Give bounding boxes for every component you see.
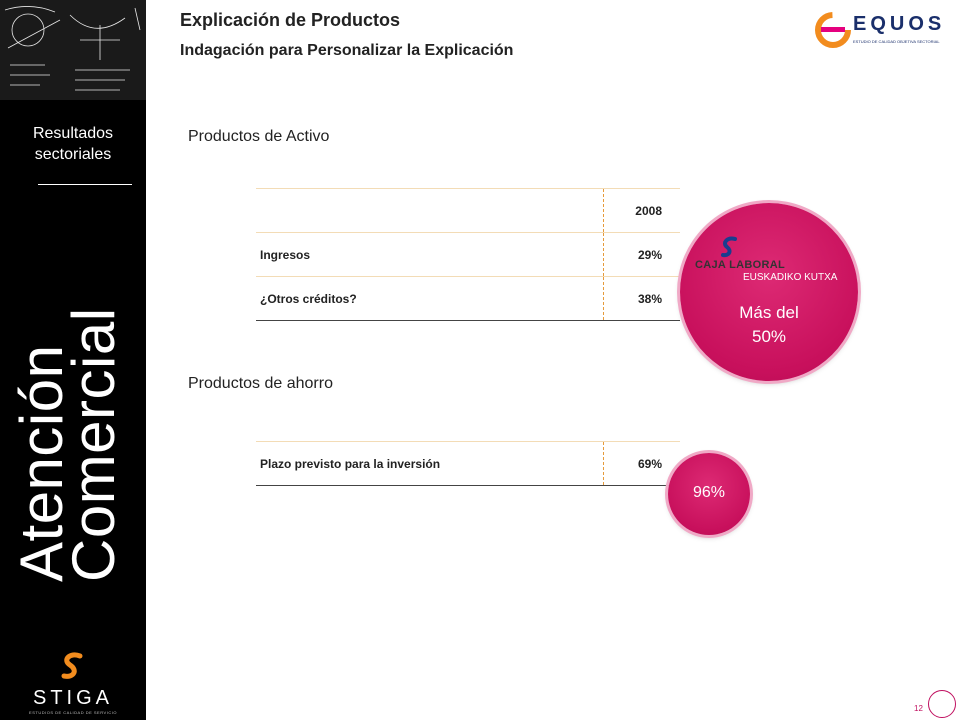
- bank-subname: EUSKADIKO KUTXA: [743, 272, 838, 283]
- activo-heading: Productos de Activo: [188, 128, 330, 145]
- table-row: ¿Otros créditos? 38%: [256, 276, 680, 321]
- caja-laboral-logo: CAJA LABORAL EUSKADIKO KUTXA: [695, 235, 847, 291]
- equos-logo: EQUOS ESTUDIO DE CALIDAD OBJETIVA SECTOR…: [815, 10, 953, 50]
- row-label: ¿Otros créditos?: [256, 276, 604, 321]
- section-label: Resultados sectoriales: [0, 123, 146, 165]
- row-label: Plazo previsto para la inversión: [256, 441, 604, 486]
- sidebar: Resultados sectoriales Atención Comercia…: [0, 0, 146, 720]
- page-title: Explicación de Productos: [180, 10, 401, 30]
- row-value: 38%: [603, 276, 680, 321]
- vertical-title-line2: Comercial: [60, 307, 127, 582]
- highlight-small-value: 96%: [692, 484, 726, 501]
- highlight-big-text: Más del 50%: [680, 301, 858, 349]
- section-divider: [38, 184, 132, 185]
- page-number: 12: [914, 704, 923, 713]
- table-row: Plazo previsto para la inversión 69%: [256, 441, 680, 486]
- stiga-mark-icon: [61, 652, 83, 679]
- ahorro-heading: Productos de ahorro: [188, 375, 333, 392]
- section-label-line1: Resultados: [32, 125, 114, 142]
- table-header-year: 2008: [603, 188, 680, 233]
- row-value: 69%: [603, 441, 680, 486]
- row-value: 29%: [603, 232, 680, 277]
- stiga-name: STIGA: [32, 687, 113, 709]
- stiga-logo: STIGA ESTUDIOS DE CALIDAD DE SERVICIO: [20, 652, 126, 715]
- row-label: Ingresos: [256, 232, 604, 277]
- caja-laboral-mark-icon: [721, 236, 737, 258]
- highlight-big-line2: 50%: [751, 327, 787, 346]
- page-number-ring: [928, 690, 956, 718]
- equos-tagline: ESTUDIO DE CALIDAD OBJETIVA SECTORIAL: [853, 39, 940, 44]
- table-header-empty: [256, 188, 604, 233]
- highlight-big-line1: Más del: [739, 303, 799, 322]
- highlight-circle-big: CAJA LABORAL EUSKADIKO KUTXA Más del 50%: [680, 203, 858, 381]
- ahorro-table: Plazo previsto para la inversión 69%: [256, 441, 680, 486]
- bank-name: CAJA LABORAL: [695, 259, 785, 271]
- section-label-line2: sectoriales: [34, 146, 112, 163]
- highlight-circle-small: 96%: [668, 453, 750, 535]
- table-header-row: 2008: [256, 188, 680, 233]
- page-subtitle: Indagación para Personalizar la Explicac…: [180, 42, 514, 59]
- activo-table: 2008 Ingresos 29% ¿Otros créditos? 38%: [256, 188, 680, 321]
- table-row: Ingresos 29%: [256, 232, 680, 277]
- vertical-section-title: Atención Comercial: [8, 222, 127, 582]
- equos-mark-icon: [815, 12, 851, 48]
- stiga-tagline: ESTUDIOS DE CALIDAD DE SERVICIO: [29, 710, 117, 715]
- chalkboard-image: [0, 0, 146, 100]
- equos-name: EQUOS: [853, 13, 946, 35]
